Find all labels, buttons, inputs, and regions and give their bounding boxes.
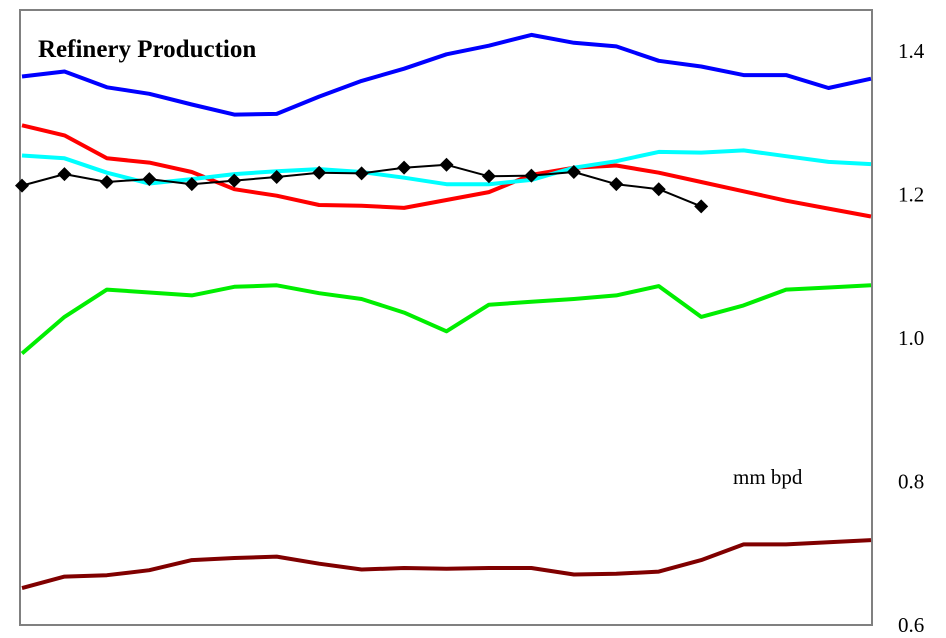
- series-line-5: [21, 538, 872, 591]
- data-point-marker: [99, 175, 114, 190]
- data-point-marker: [609, 177, 624, 192]
- data-point-marker: [15, 178, 29, 193]
- data-point-marker: [481, 169, 496, 184]
- data-point-marker: [397, 160, 412, 175]
- y-tick-label: 0.8: [898, 470, 924, 494]
- data-point-marker: [524, 168, 539, 183]
- series-line-0: [21, 32, 872, 117]
- y-tick-label: 1.4: [898, 39, 925, 63]
- data-point-marker: [439, 157, 454, 172]
- data-point-marker: [269, 169, 284, 184]
- series-line-2: [21, 148, 872, 187]
- data-point-marker: [57, 167, 72, 182]
- series-line-1: [21, 123, 872, 219]
- data-point-marker: [694, 199, 709, 214]
- data-point-marker: [566, 164, 581, 179]
- data-point-marker: [354, 166, 369, 181]
- series-layer: [15, 32, 872, 591]
- unit-label: mm bpd: [733, 465, 803, 489]
- series-line-4: [20, 283, 872, 356]
- chart-title: Refinery Production: [38, 36, 256, 63]
- y-tick-label: 1.2: [898, 183, 924, 207]
- data-point-marker: [142, 172, 157, 187]
- y-tick-label: 0.6: [898, 613, 924, 637]
- y-tick-label: 1.0: [898, 326, 924, 350]
- data-point-marker: [227, 173, 242, 188]
- data-point-marker: [651, 182, 666, 197]
- data-point-marker: [184, 177, 199, 192]
- plot-area: [19, 9, 873, 626]
- y-axis: 1.4 1.2 1.0 0.8 0.6: [898, 39, 925, 637]
- data-point-marker: [312, 165, 327, 180]
